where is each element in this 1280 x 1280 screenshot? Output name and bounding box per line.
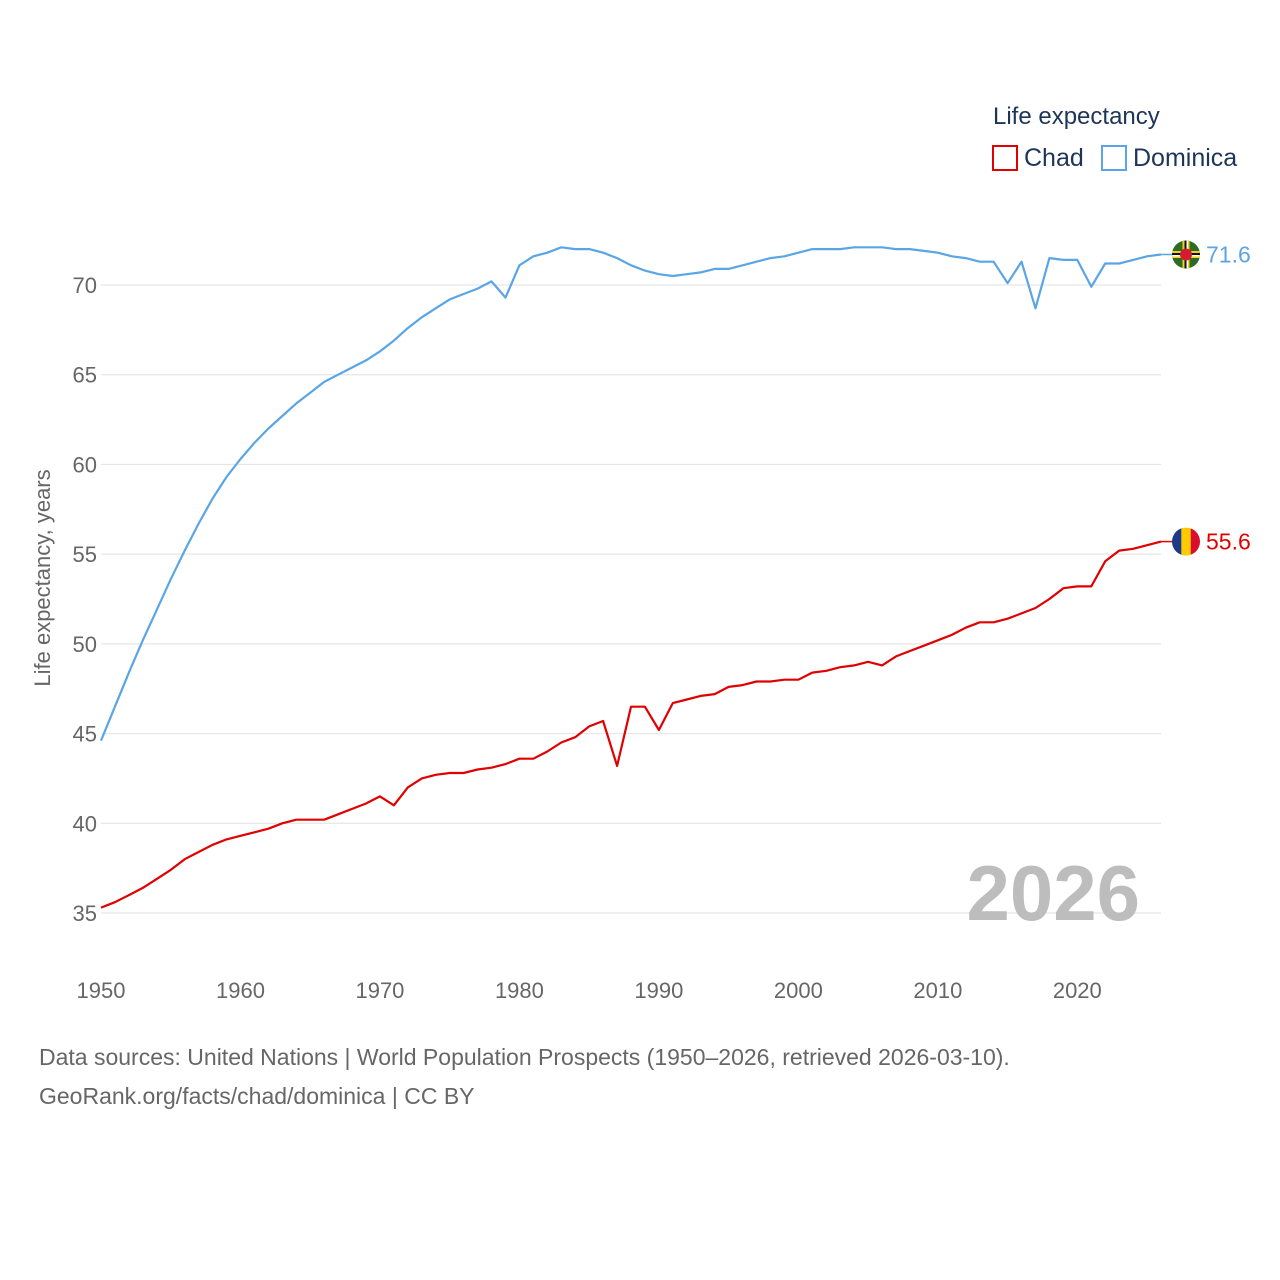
series-lines: [99, 246, 1172, 909]
x-tick-label-1990: 1990: [634, 978, 683, 1003]
y-tick-label-40: 40: [73, 811, 97, 836]
end-label-dominica: 71.6: [1206, 241, 1251, 267]
year-watermark: 2026: [966, 849, 1140, 937]
y-tick-label-45: 45: [73, 722, 97, 747]
legend-label-chad: Chad: [1024, 144, 1084, 172]
y-tick-label-50: 50: [73, 632, 97, 657]
legend-label-dominica: Dominica: [1133, 144, 1237, 172]
data-sources-note: Data sources: United Nations | World Pop…: [39, 1044, 1010, 1070]
x-tick-label-2010: 2010: [913, 978, 962, 1003]
x-tick-label-1960: 1960: [216, 978, 265, 1003]
end-label-chad: 55.6: [1206, 529, 1251, 555]
legend-swatch-chad: [992, 145, 1018, 171]
x-tick-label-1980: 1980: [495, 978, 544, 1003]
series-line-chad: [100, 540, 1162, 909]
y-axis-title: Life expectancy, years: [30, 469, 55, 686]
credit-link[interactable]: GeoRank.org/facts/chad/dominica | CC BY: [39, 1083, 475, 1109]
grid-lines: [101, 284, 1161, 914]
chad-flag-icon: [1172, 527, 1200, 556]
x-tick-label-2000: 2000: [774, 978, 823, 1003]
x-tick-label-2020: 2020: [1053, 978, 1102, 1003]
x-tick-label-1950: 1950: [77, 978, 126, 1003]
y-axis-ticks: 35 40 45 50 55 60 65 70: [73, 273, 97, 926]
y-tick-label-55: 55: [73, 542, 97, 567]
legend-title: Life expectancy: [993, 103, 1160, 130]
y-tick-label-35: 35: [73, 901, 97, 926]
x-tick-label-1970: 1970: [355, 978, 404, 1003]
dominica-flag-icon: [1172, 240, 1200, 269]
x-axis-ticks: 1950 1960 1970 1980 1990 2000 2010 2020: [77, 978, 1102, 1003]
y-tick-label-65: 65: [73, 363, 97, 388]
legend-item-dominica[interactable]: Dominica: [1101, 144, 1237, 172]
y-tick-label-60: 60: [73, 452, 97, 477]
legend-item-chad[interactable]: Chad: [992, 144, 1084, 172]
legend-swatch-dominica: [1101, 145, 1127, 171]
legend: Life expectancy Chad Dominica: [992, 103, 1237, 172]
y-tick-label-70: 70: [73, 273, 97, 298]
series-line-dominica: [99, 246, 1162, 742]
